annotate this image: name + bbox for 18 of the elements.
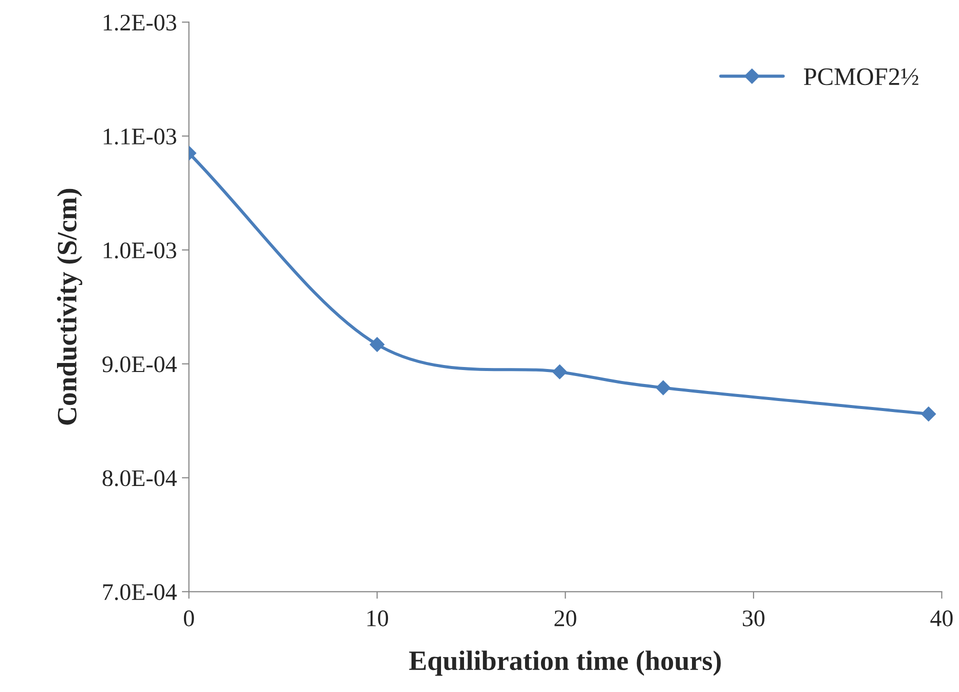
point <box>370 336 385 352</box>
legend-label: PCMOF2½ <box>804 68 918 86</box>
point <box>656 380 671 396</box>
y-tick-label: 1.1E-03 <box>104 128 176 145</box>
x-tick-label: 40 <box>930 610 953 626</box>
x-axis-title: Equilibration time (hours) <box>409 650 721 676</box>
y-axis-title: Conductivity (S/cm) <box>56 188 82 425</box>
x-tick-label: 20 <box>554 610 576 626</box>
x-tick-label: 10 <box>367 610 388 626</box>
y-tick-label: 1.0E-03 <box>104 242 176 258</box>
y-tick-label: 8.0E-04 <box>102 470 177 486</box>
y-tick-label: 1.2E-03 <box>104 14 176 31</box>
y-tick-label: 9.0E-04 <box>102 356 177 372</box>
x-tick-label: 30 <box>742 610 764 626</box>
y-tick-label: 7.0E-04 <box>103 584 177 600</box>
point <box>552 364 568 380</box>
x-tick-label: 0 <box>184 610 194 626</box>
point <box>920 406 936 422</box>
